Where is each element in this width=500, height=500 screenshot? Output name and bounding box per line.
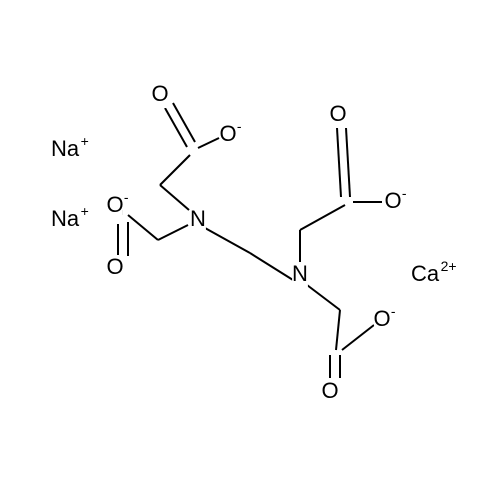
svg-text:O: O	[151, 81, 168, 106]
counterion-na2: Na+	[51, 203, 89, 231]
bond	[250, 253, 293, 280]
bond	[337, 128, 341, 197]
svg-text:-: -	[391, 303, 396, 319]
atom-O4a: O	[321, 378, 338, 403]
svg-text:-: -	[237, 118, 242, 134]
bond	[128, 215, 158, 240]
counterion-na1: Na+	[51, 133, 89, 161]
atom-O3a: O	[329, 101, 346, 126]
svg-text:Ca: Ca	[411, 261, 440, 286]
bond	[205, 228, 250, 253]
atom-O2b: O-	[106, 189, 128, 217]
atom-O2a: O	[106, 254, 123, 279]
svg-text:Na: Na	[51, 206, 80, 231]
bond	[336, 310, 340, 350]
atom-O1b: O-	[219, 118, 241, 146]
svg-text:2+: 2+	[441, 258, 457, 274]
bond	[346, 128, 350, 197]
svg-text:Na: Na	[51, 136, 80, 161]
bond	[307, 285, 340, 310]
svg-text:-: -	[124, 189, 129, 205]
bond	[160, 185, 189, 210]
counterion-ca: Ca2+	[411, 258, 457, 286]
bond	[165, 108, 187, 147]
bond	[173, 103, 195, 142]
svg-text:+: +	[81, 133, 89, 149]
svg-text:N: N	[190, 206, 206, 231]
svg-text:O: O	[384, 188, 401, 213]
svg-text:O: O	[219, 121, 236, 146]
bond	[342, 325, 374, 350]
svg-text:O: O	[106, 192, 123, 217]
svg-text:O: O	[373, 306, 390, 331]
atom-N2: N	[292, 261, 308, 286]
svg-text:+: +	[81, 203, 89, 219]
bond	[158, 225, 188, 240]
atom-N1: N	[190, 206, 206, 231]
bond	[198, 138, 219, 148]
svg-text:O: O	[321, 378, 338, 403]
svg-text:N: N	[292, 261, 308, 286]
svg-text:O: O	[329, 101, 346, 126]
atom-O4b: O-	[373, 303, 395, 331]
bond	[160, 155, 190, 185]
chemical-structure-diagram: NNOO-OO-OO-OO-Na+Na+Ca2+	[0, 0, 500, 500]
bond	[300, 205, 345, 230]
atom-O1a: O	[151, 81, 168, 106]
svg-text:-: -	[402, 185, 407, 201]
atom-O3b: O-	[384, 185, 406, 213]
svg-text:O: O	[106, 254, 123, 279]
